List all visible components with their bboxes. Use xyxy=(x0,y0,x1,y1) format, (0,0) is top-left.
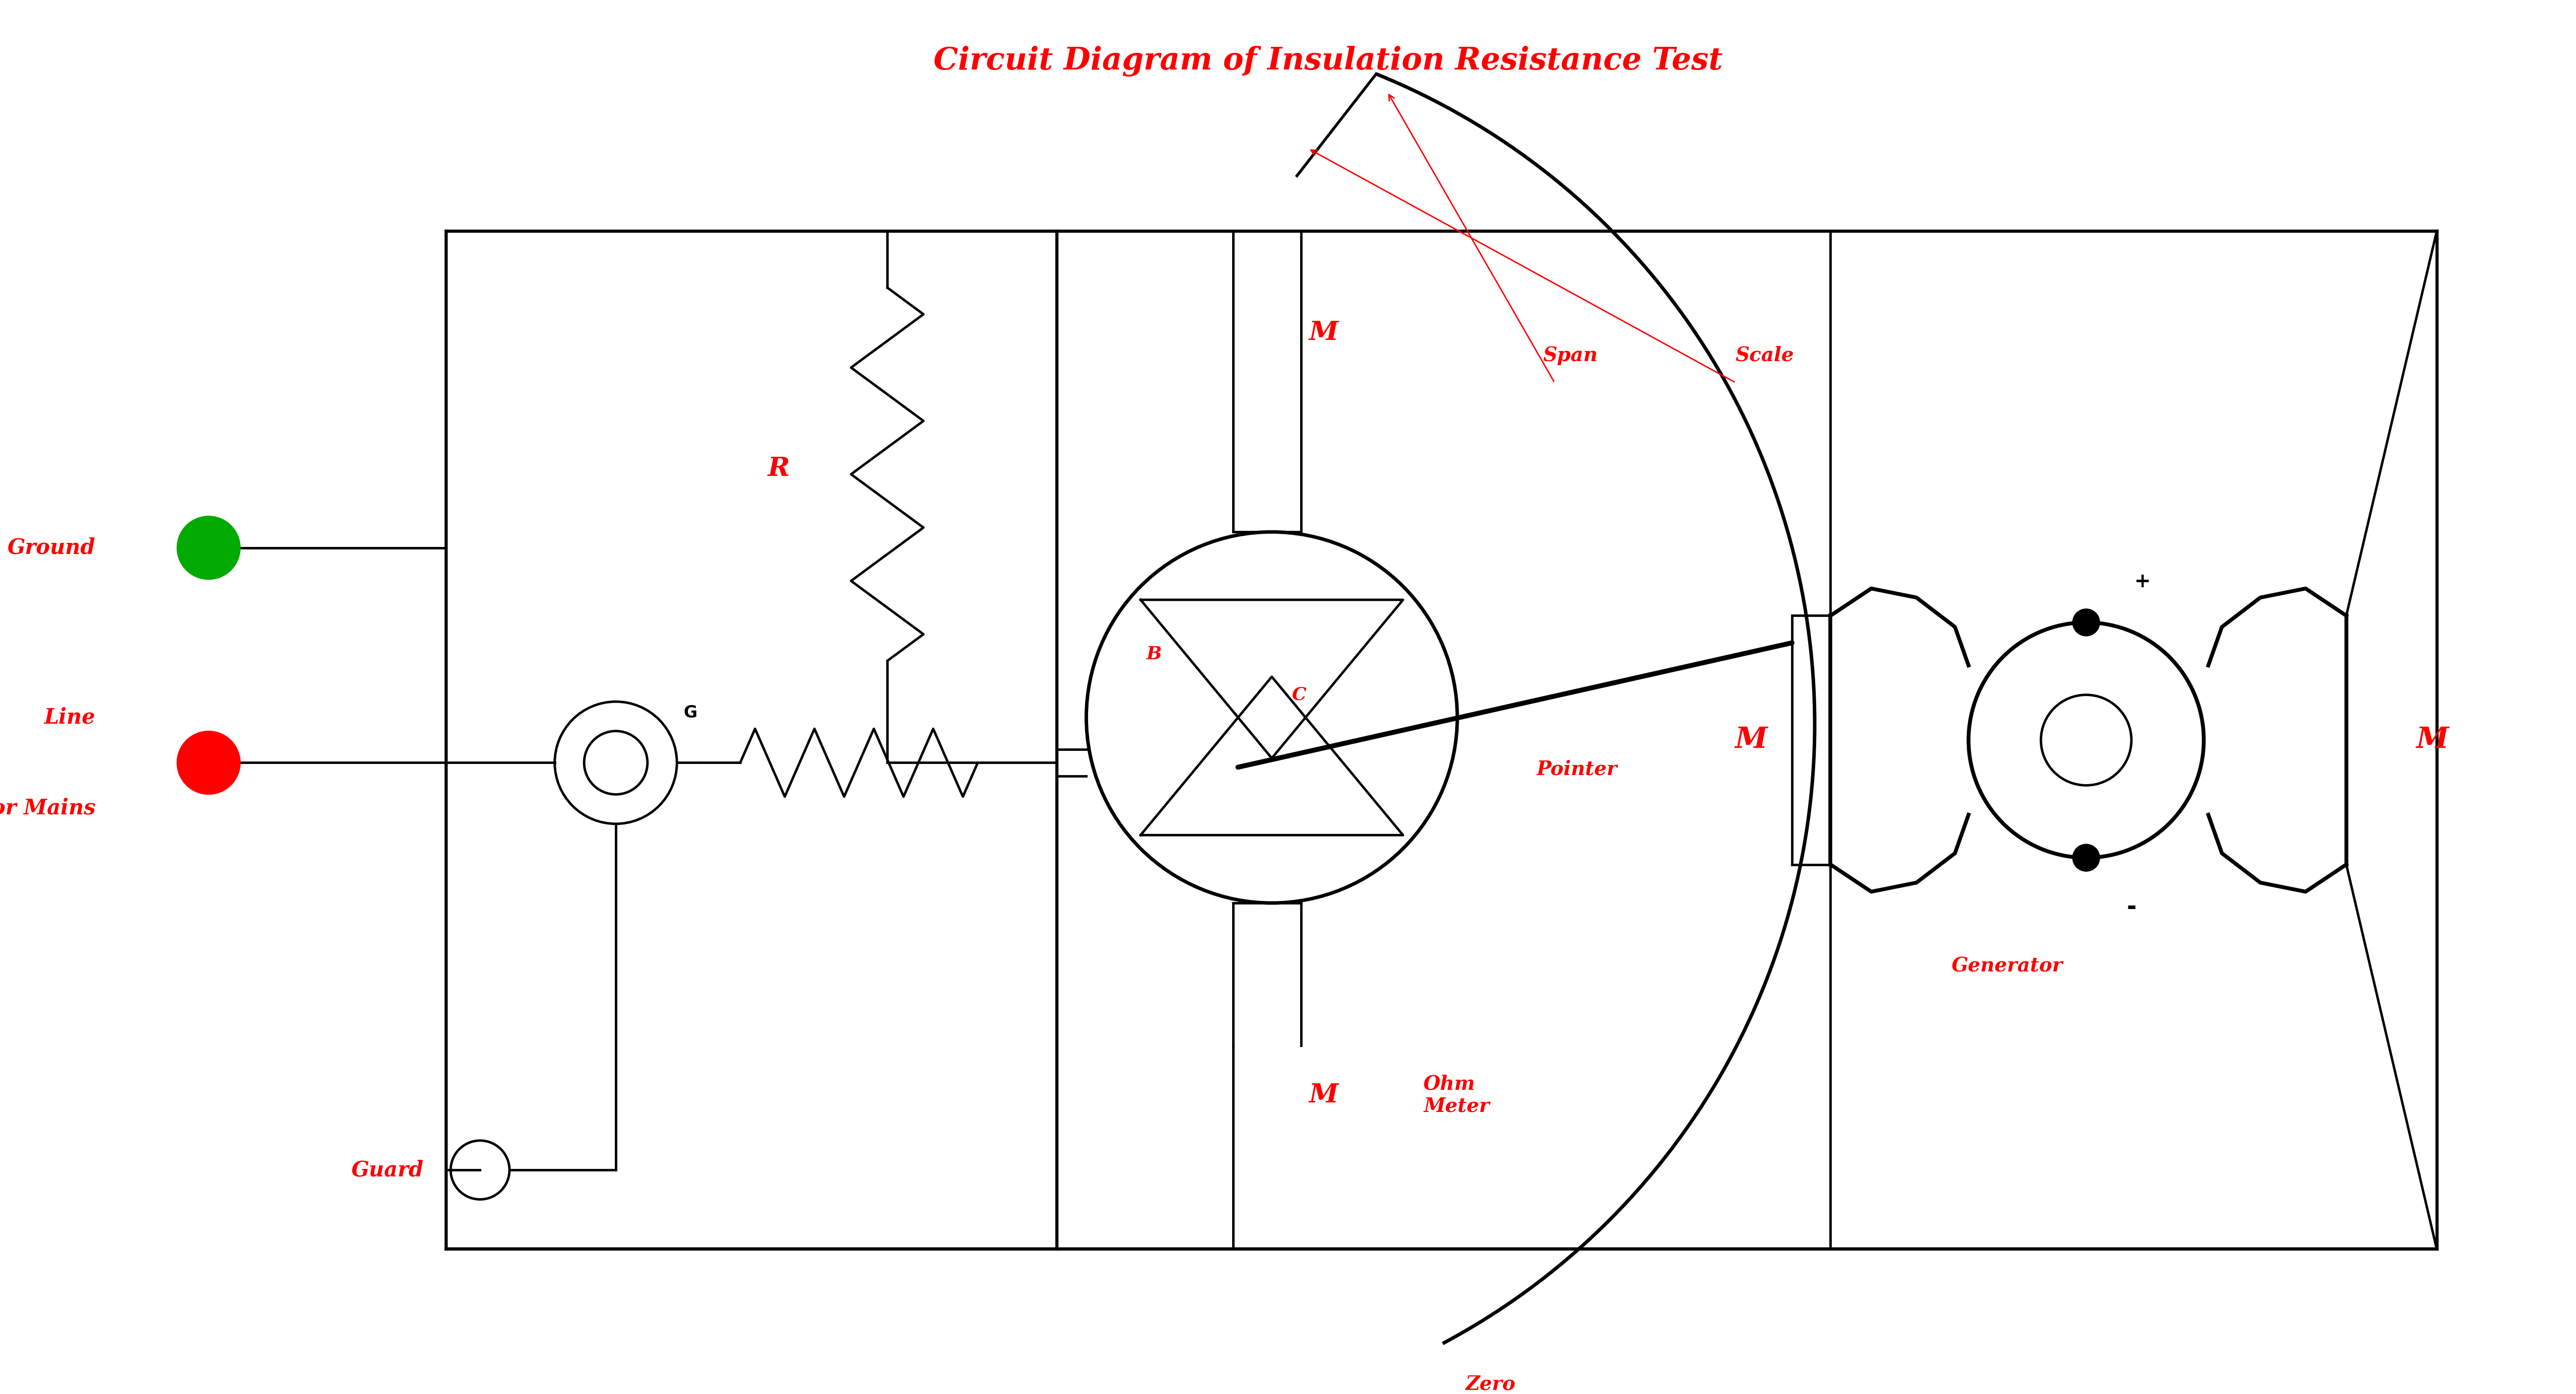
Text: Circuit Diagram of Insulation Resistance Test: Circuit Diagram of Insulation Resistance… xyxy=(933,46,1723,77)
Text: R: R xyxy=(768,456,791,481)
Text: Zero: Zero xyxy=(1466,1374,1515,1394)
Text: Ohm
Meter: Ohm Meter xyxy=(1425,1075,1489,1117)
Text: B: B xyxy=(1146,645,1162,662)
Text: M: M xyxy=(1309,321,1340,346)
Circle shape xyxy=(2074,845,2099,871)
Text: Pointer: Pointer xyxy=(1538,760,1618,779)
Circle shape xyxy=(2074,609,2099,636)
Text: Guard: Guard xyxy=(350,1160,422,1181)
Text: C: C xyxy=(1291,686,1306,704)
Text: Generator: Generator xyxy=(1950,956,2063,976)
Text: M: M xyxy=(1309,1083,1340,1108)
Text: or Mains: or Mains xyxy=(0,797,95,818)
Text: M: M xyxy=(2416,726,2450,754)
Circle shape xyxy=(178,516,240,580)
Text: -: - xyxy=(2125,896,2136,919)
Text: Line: Line xyxy=(44,707,95,728)
Text: Scale: Scale xyxy=(1736,346,1795,365)
Circle shape xyxy=(178,730,240,795)
Text: Ground: Ground xyxy=(8,537,95,559)
Text: Span: Span xyxy=(1543,346,1597,365)
Text: +: + xyxy=(2136,572,2151,591)
Text: G: G xyxy=(683,704,698,721)
Text: M: M xyxy=(1736,726,1767,754)
